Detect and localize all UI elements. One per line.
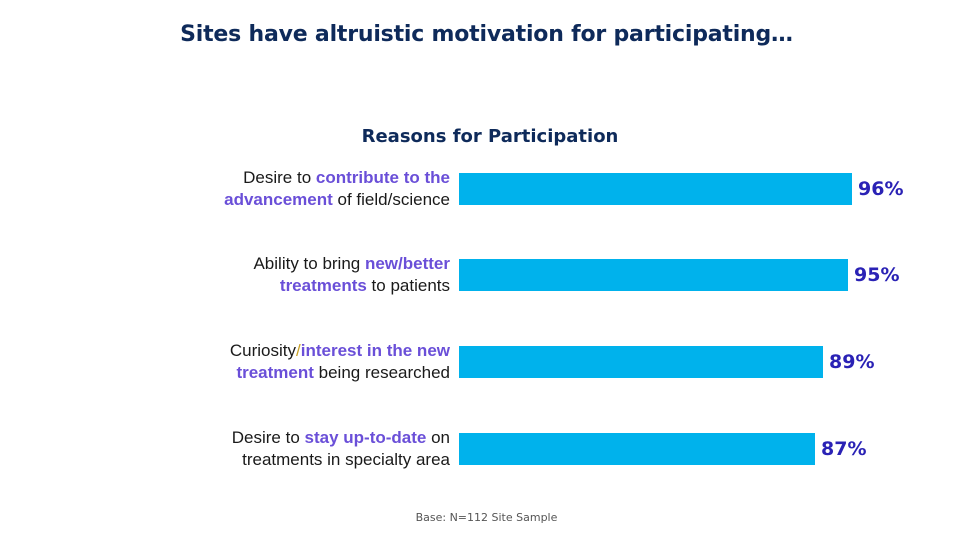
label-text: of field/science: [332, 190, 450, 209]
bar-value-label: 96%: [858, 178, 904, 200]
base-note: Base: N=112 Site Sample: [415, 511, 558, 524]
category-label-line: Ability to bring new/better: [150, 253, 450, 275]
category-label: Curiosity/interest in the new treatment b…: [150, 340, 450, 384]
label-text: Ability to bring: [253, 254, 365, 273]
bar: [459, 433, 815, 465]
label-text: /: [296, 341, 301, 360]
label-text: Desire to: [231, 428, 305, 447]
highlighted-text: treatments: [279, 276, 367, 295]
label-text: Curiosity: [229, 341, 297, 360]
chart-title: Reasons for Participation: [361, 126, 619, 147]
category-label: Desire to stay up-to-date on treatments i…: [150, 427, 450, 471]
slide-title: Sites have altruistic motivation for par…: [180, 22, 793, 47]
label-text: Desire to: [243, 168, 316, 187]
label-text: treatments in specialty area: [242, 450, 450, 469]
label-text: being researched: [313, 363, 450, 382]
category-label-line: treatments in specialty area: [150, 449, 450, 471]
category-label: Ability to bring new/better treatments to…: [150, 253, 450, 297]
label-text: on: [426, 428, 450, 447]
category-label-line: advancement of field/science: [150, 189, 450, 211]
bar: [459, 346, 823, 378]
bar-value-label: 89%: [829, 351, 875, 373]
highlighted-text: interest in the new: [300, 341, 450, 360]
bar: [459, 173, 852, 205]
category-label: Desire to contribute to the advancement o…: [150, 167, 450, 211]
category-label-line: Desire to stay up-to-date on: [150, 427, 450, 449]
highlighted-text: stay up-to-date: [304, 428, 427, 447]
bar-value-label: 95%: [854, 264, 900, 286]
category-label-line: Desire to contribute to the: [150, 167, 450, 189]
category-label-line: Curiosity/interest in the new: [150, 340, 450, 362]
highlighted-text: advancement: [224, 190, 333, 209]
highlighted-text: new/better: [364, 254, 450, 273]
category-label-line: treatments to patients: [150, 275, 450, 297]
highlighted-text: contribute to the: [315, 168, 450, 187]
highlighted-text: treatment: [236, 363, 314, 382]
bar-value-label: 87%: [821, 438, 867, 460]
bar: [459, 259, 848, 291]
label-text: to patients: [366, 276, 450, 295]
category-label-line: treatment being researched: [150, 362, 450, 384]
